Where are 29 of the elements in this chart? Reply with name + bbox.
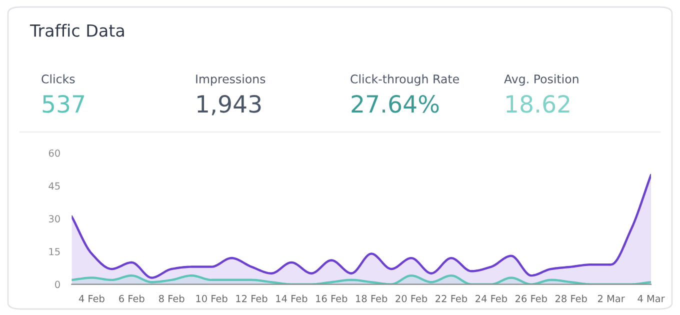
y-tick-label: 60 xyxy=(48,149,60,157)
text: 18.62 xyxy=(506,94,570,113)
text: 537 xyxy=(42,94,84,113)
x-tick-label: 24 Feb xyxy=(476,294,507,302)
x-tick-label: 4 Feb xyxy=(78,294,104,302)
x-tick-label: 12 Feb xyxy=(236,294,268,302)
chart-title: Traffic Data xyxy=(30,24,124,37)
x-tick-label: 18 Feb xyxy=(356,294,388,302)
x-tick-label: 26 Feb xyxy=(516,294,547,302)
x-tick-label: 2 Mar xyxy=(598,294,625,302)
x-tick-label: 4 Mar xyxy=(638,295,665,302)
text: Impressions xyxy=(196,74,266,86)
x-tick-label: 20 Feb xyxy=(396,294,428,302)
text: Click-through Rate xyxy=(350,74,459,86)
text: 27.64% xyxy=(352,94,439,113)
x-tick-label: 6 Feb xyxy=(119,294,144,302)
x-tick-label: 14 Feb xyxy=(276,294,308,302)
y-tick-label: 30 xyxy=(48,215,60,222)
text: 1,943 xyxy=(198,94,261,116)
x-tick-label: 28 Feb xyxy=(555,294,587,302)
text: Avg. Position xyxy=(504,74,578,86)
x-tick-label: 22 Feb xyxy=(436,294,468,302)
x-tick-label: 10 Feb xyxy=(196,294,228,302)
x-tick-label: 8 Feb xyxy=(158,294,184,302)
y-tick-label: 15 xyxy=(49,248,60,256)
x-tick-label: 16 Feb xyxy=(316,294,348,302)
y-tick-label: 0 xyxy=(55,280,60,288)
y-tick-label: 45 xyxy=(48,182,60,190)
text: Clicks xyxy=(42,74,75,84)
